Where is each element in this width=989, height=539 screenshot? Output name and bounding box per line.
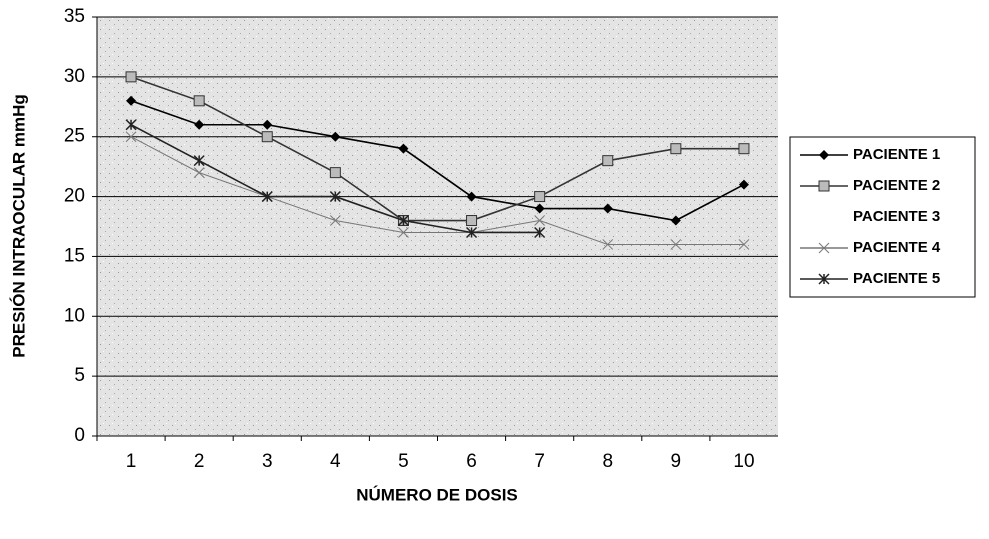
point (262, 119, 273, 130)
point (194, 119, 205, 130)
x-tick-label: 8 (602, 451, 613, 472)
point (670, 239, 682, 250)
point (602, 155, 614, 167)
point (193, 155, 205, 167)
point (330, 131, 341, 142)
point (193, 95, 205, 107)
legend-label: PACIENTE 2 (853, 177, 940, 194)
x-axis-label: NÚMERO DE DOSIS (356, 485, 518, 504)
y-tick-label: 10 (64, 305, 85, 326)
x-tick-label: 1 (126, 451, 137, 472)
point (534, 215, 546, 226)
x-tick-label: 4 (330, 451, 341, 472)
point (125, 119, 137, 131)
legend-marker (818, 273, 830, 285)
point (329, 215, 341, 226)
y-tick-label: 5 (74, 365, 85, 386)
y-tick-label: 20 (64, 186, 85, 207)
point (738, 179, 749, 190)
point (261, 191, 273, 203)
point (738, 143, 750, 155)
point (670, 215, 681, 226)
x-tick-label: 5 (398, 451, 409, 472)
point (397, 214, 409, 227)
legend-label: PACIENTE 3 (853, 208, 940, 225)
point (466, 215, 478, 227)
x-tick-label: 3 (262, 451, 273, 472)
x-tick-label: 6 (466, 451, 477, 472)
point (534, 226, 546, 239)
legend (789, 136, 976, 298)
point (534, 203, 545, 214)
point (738, 239, 750, 250)
point (534, 191, 546, 203)
y-tick-label: 30 (64, 66, 85, 87)
y-axis-label: PRESIÓN INTRAOCULAR mmHg (9, 94, 28, 358)
series-line (130, 136, 744, 245)
x-tick-label: 2 (194, 451, 205, 472)
x-tick-label: 7 (534, 451, 545, 472)
point (602, 239, 614, 250)
point (602, 203, 613, 214)
x-tick-label: 9 (671, 451, 682, 472)
legend-marker (818, 242, 830, 254)
point (466, 226, 478, 239)
y-tick-label: 15 (64, 245, 85, 266)
point (125, 71, 137, 83)
y-tick-label: 35 (64, 6, 85, 27)
point (670, 143, 682, 155)
y-tick-label: 0 (74, 425, 85, 446)
point (126, 95, 137, 106)
series-line (130, 76, 744, 222)
series-line (130, 100, 745, 222)
point (398, 143, 409, 154)
point (329, 167, 341, 179)
legend-marker (819, 150, 829, 160)
legend-marker (818, 180, 830, 192)
y-tick-label: 25 (64, 126, 85, 147)
point (125, 131, 137, 143)
point (193, 167, 205, 178)
legend-label: PACIENTE 4 (853, 239, 941, 256)
legend-label: PACIENTE 1 (853, 146, 940, 163)
point (466, 191, 477, 202)
point (261, 131, 273, 143)
legend-label: PACIENTE 5 (853, 270, 940, 287)
x-tick-label: 10 (733, 451, 754, 472)
point (329, 191, 341, 203)
point (398, 227, 409, 238)
